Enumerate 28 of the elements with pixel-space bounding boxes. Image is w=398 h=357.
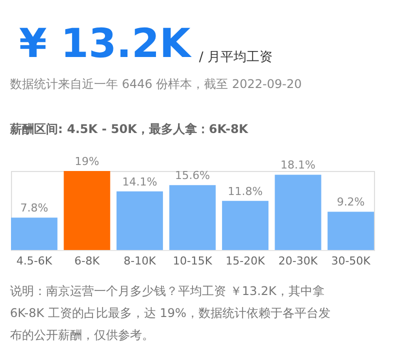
bar: [274, 174, 322, 250]
x-tick-label: 10-15K: [172, 254, 213, 268]
text: 数据统计来自近一年 6446 份样本，截至 2022-09-20: [10, 77, 302, 91]
bar: [328, 212, 374, 250]
chart-title: ¥ 13.2K: [19, 21, 192, 67]
text: 布的公开薪酬，仅供参考。: [10, 328, 154, 342]
x-tick-label: 15-20K: [226, 254, 266, 268]
text: 说明：南京运营一个月多少钱？平均工资 ￥13.2K，其中拿: [10, 284, 324, 298]
x-tick-label: 8-10K: [124, 254, 157, 268]
x-tick-label: 6-8K: [74, 254, 100, 268]
data-label: 14.1%: [122, 175, 158, 188]
data-label: 18.1%: [280, 158, 316, 172]
bar: [116, 191, 163, 250]
data-label: 9.2%: [336, 196, 365, 209]
bar: [64, 171, 110, 250]
data-label: 15.6%: [175, 169, 210, 182]
x-tick-label: 4.5-6K: [16, 254, 53, 268]
data-label: 7.8%: [20, 202, 48, 215]
x-tick-label: 20-30K: [278, 254, 318, 268]
bar: [11, 218, 58, 250]
bar: [222, 200, 268, 250]
data-label: 11.8%: [228, 184, 263, 198]
chart-subtitle: / 月平均工资: [199, 50, 273, 65]
text: 6K-8K 工资的占比最多，达 19%，数据统计依赖于各平台发: [10, 306, 330, 320]
bar: [169, 185, 216, 250]
data-label: 19%: [74, 155, 100, 168]
x-tick-label: 30-50K: [331, 254, 372, 268]
text: 薪酬区间: 4.5K - 50K，最多人拿：6K-8K: [9, 122, 249, 136]
